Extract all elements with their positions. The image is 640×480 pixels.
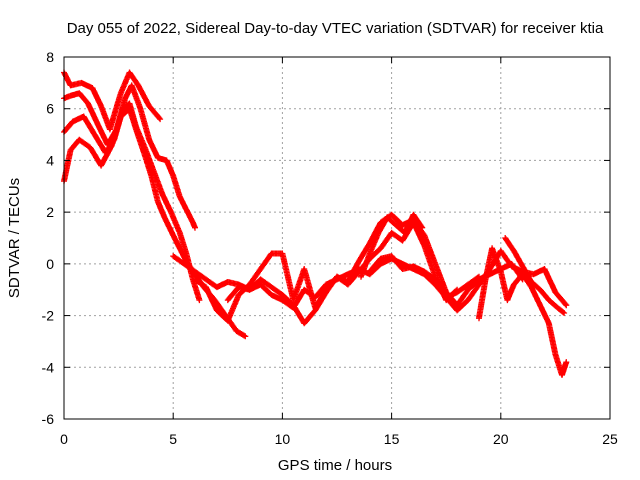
y-axis-label: SDTVAR / TECUs <box>6 178 23 298</box>
x-axis-label: GPS time / hours <box>278 457 392 474</box>
y-tick-label: 4 <box>46 152 54 168</box>
plus-markers <box>502 235 568 316</box>
y-tick-label: -6 <box>42 411 55 427</box>
y-tick-label: -4 <box>42 359 55 375</box>
grid-lines <box>64 57 610 419</box>
x-tick-label: 25 <box>602 431 618 447</box>
x-tick-label: 5 <box>169 431 177 447</box>
plot-frame <box>63 56 611 420</box>
y-tick-label: -2 <box>42 308 55 324</box>
plus-markers <box>358 211 426 280</box>
x-tick-label: 15 <box>384 431 400 447</box>
axis-ticks: 0 5 10 15 20 25 -6 -4 -2 0 2 4 6 8 <box>42 49 618 447</box>
x-tick-label: 0 <box>60 431 68 447</box>
series-arc-11 <box>358 211 426 280</box>
x-tick-label: 10 <box>275 431 291 447</box>
series-arc-10 <box>502 235 568 316</box>
y-tick-label: 2 <box>46 204 54 220</box>
y-tick-label: 0 <box>46 256 54 272</box>
x-tick-label: 20 <box>493 431 509 447</box>
chart-title: Day 055 of 2022, Sidereal Day-to-day VTE… <box>67 20 604 37</box>
y-tick-label: 6 <box>46 101 54 117</box>
series-arc-9 <box>476 245 570 378</box>
y-tick-label: 8 <box>46 49 54 65</box>
plus-markers <box>476 245 570 378</box>
